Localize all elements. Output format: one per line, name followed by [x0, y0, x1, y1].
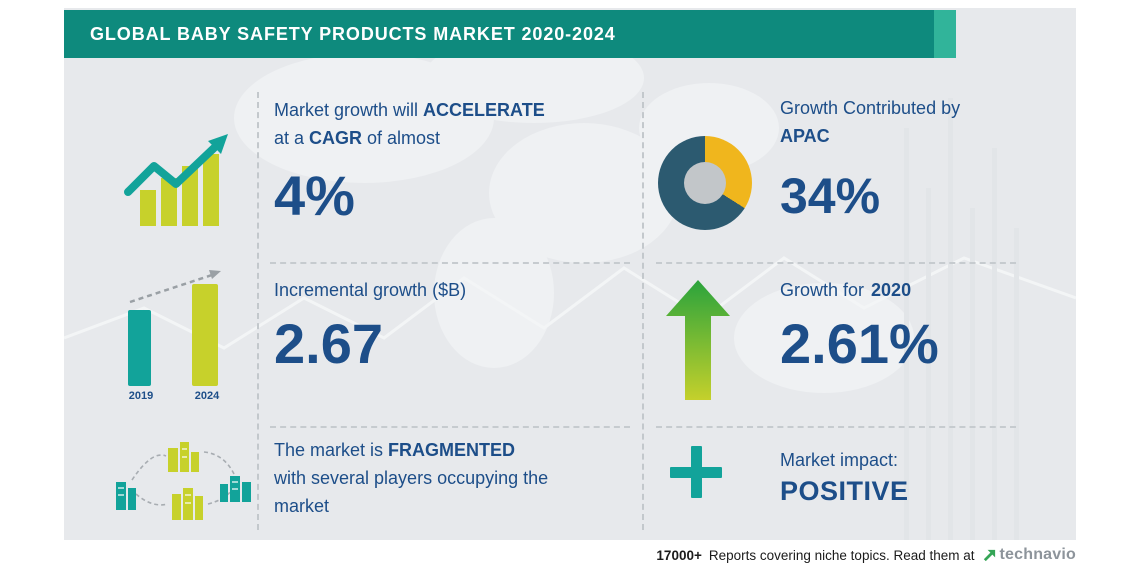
fragmented-line3: market — [274, 496, 330, 516]
incremental-growth-bars-icon — [128, 270, 221, 386]
cagr-line2-post: of almost — [362, 128, 441, 148]
cagr-line2: at a CAGR of almost — [274, 124, 545, 152]
apac-donut-chart — [658, 136, 752, 230]
plus-icon — [670, 446, 722, 498]
technavio-wordmark: technavio — [999, 546, 1076, 563]
cagr-line1-text: Market growth will — [274, 100, 424, 120]
apac-line2: APAC — [780, 126, 830, 146]
technavio-arrow-icon — [983, 549, 995, 561]
left-separator-2 — [270, 426, 630, 428]
cagr-line1: Market growth will ACCELERATE — [274, 96, 545, 124]
growth-2020-value: 2.61% — [780, 312, 939, 375]
cagr-line2-emphasis: CAGR — [309, 128, 363, 148]
right-separator-1 — [656, 262, 1016, 264]
left-separator-1 — [270, 262, 630, 264]
report-count: 17000+ — [656, 547, 702, 563]
footer-text: Reports covering niche topics. Read them… — [708, 547, 975, 563]
cagr-line2-pre: at a — [274, 128, 310, 148]
banner-accent-square — [934, 10, 956, 58]
content-area: GLOBAL BABY SAFETY PRODUCTS MARKET 2020-… — [64, 8, 1076, 540]
cagr-value: 4% — [274, 164, 355, 227]
fragmented-line2: with several players occupying the — [274, 468, 549, 488]
growth-2020-label: Growth for 2020 — [780, 276, 911, 304]
growth-2020-label-year: 2020 — [871, 280, 912, 300]
apac-value: 34% — [780, 168, 881, 224]
year-label-2024: 2024 — [194, 390, 220, 402]
right-separator-2 — [656, 426, 1016, 428]
fragmented-line1-emphasis: FRAGMENTED — [388, 440, 516, 460]
apac-line1: Growth Contributed by — [780, 98, 961, 118]
title-banner: GLOBAL BABY SAFETY PRODUCTS MARKET 2020-… — [64, 10, 934, 58]
center-divider — [642, 92, 644, 530]
footer: 17000+ Reports covering niche topics. Re… — [656, 544, 1076, 566]
technavio-logo: technavio — [982, 546, 1077, 564]
growth-2020-label-pre: Growth for — [780, 280, 865, 300]
market-impact-label: Market impact: — [780, 450, 899, 470]
year-label-2019: 2019 — [128, 390, 154, 402]
apac-text: Growth Contributed by APAC — [780, 94, 960, 150]
page-title: GLOBAL BABY SAFETY PRODUCTS MARKET 2020-… — [90, 23, 616, 44]
cagr-line1-emphasis: ACCELERATE — [423, 100, 545, 120]
growth-up-arrow-icon — [666, 280, 730, 400]
growth-bar-chart-icon — [124, 134, 228, 226]
cagr-text: Market growth will ACCELERATE at a CAGR … — [274, 96, 545, 152]
market-impact-value: POSITIVE — [780, 476, 909, 506]
incremental-growth-label: Incremental growth ($B) — [274, 280, 467, 300]
fragmented-line1: The market is FRAGMENTED — [274, 436, 548, 464]
fragmented-market-buildings-icon — [116, 442, 251, 520]
fragmented-text: The market is FRAGMENTED with several pl… — [274, 436, 548, 520]
incremental-growth-value: 2.67 — [274, 312, 383, 375]
fragmented-line1-pre: The market is — [274, 440, 389, 460]
